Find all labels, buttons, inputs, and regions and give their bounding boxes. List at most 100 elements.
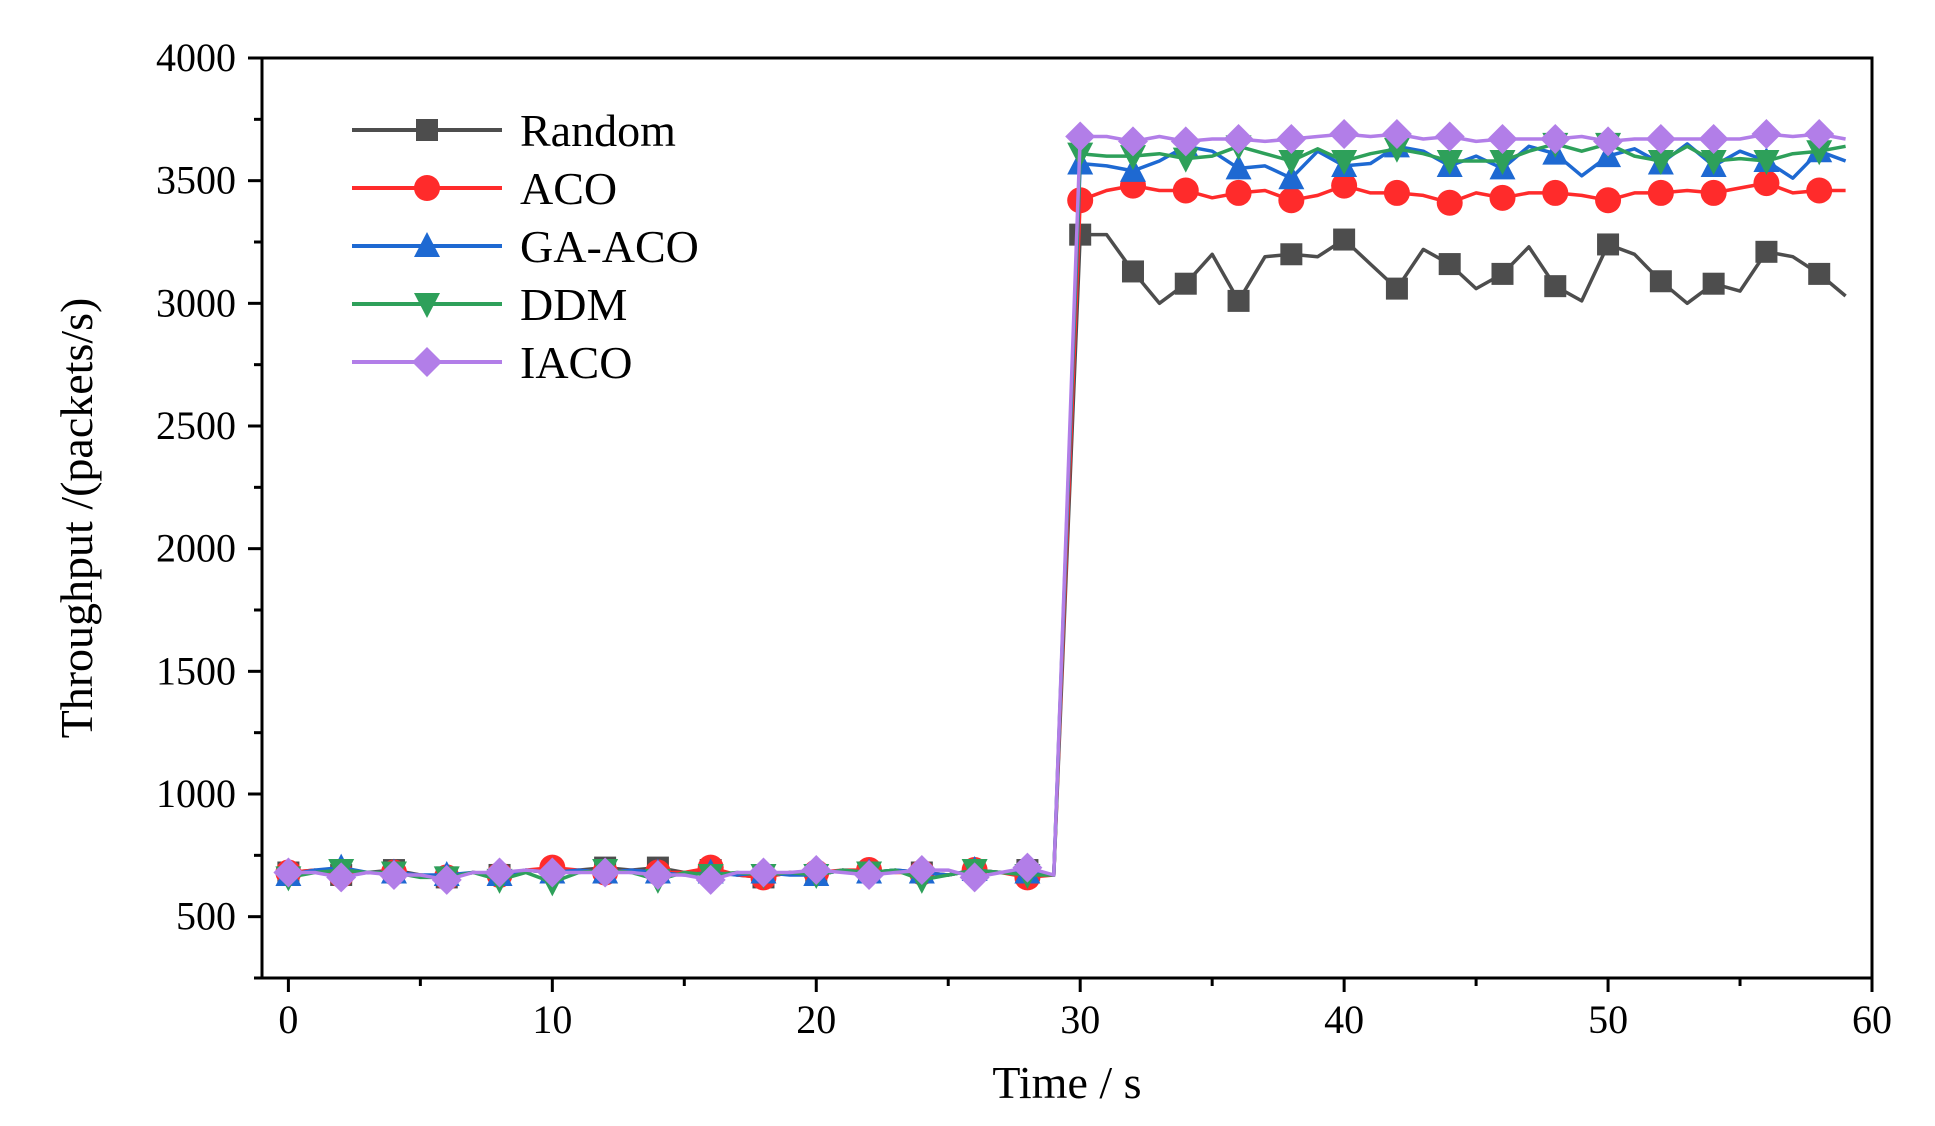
legend-marker-iaco	[412, 347, 442, 377]
data-point-random	[1121, 260, 1144, 283]
data-point-aco	[1383, 179, 1410, 206]
data-point-iaco	[1012, 852, 1043, 883]
data-point-aco	[1806, 177, 1833, 204]
x-axis-title: Time / s	[992, 1057, 1141, 1108]
x-tick-label: 10	[532, 997, 572, 1042]
legend-marker-ddm	[414, 293, 440, 318]
legend-label-aco: ACO	[520, 163, 617, 214]
data-point-iaco	[273, 857, 304, 888]
data-point-random	[1755, 240, 1778, 263]
data-point-iaco	[1223, 123, 1254, 154]
data-point-ddm	[1647, 150, 1674, 176]
data-point-iaco	[537, 857, 568, 888]
legend-label-ga-aco: GA-ACO	[520, 221, 699, 272]
data-point-iaco	[378, 859, 409, 890]
data-point-aco	[1278, 187, 1305, 214]
data-point-iaco	[801, 855, 832, 886]
data-point-iaco	[906, 855, 937, 886]
data-point-ddm	[1753, 150, 1780, 176]
data-point-random	[1385, 277, 1408, 300]
data-point-iaco	[959, 862, 990, 893]
data-point-iaco	[854, 859, 885, 890]
series-layer	[273, 119, 1847, 897]
data-point-ddm	[1700, 150, 1727, 176]
y-tick-label: 2500	[156, 403, 236, 448]
data-point-iaco	[1329, 119, 1360, 150]
data-point-random	[1544, 275, 1567, 298]
data-point-ddm	[1383, 137, 1410, 163]
y-tick-label: 4000	[156, 35, 236, 80]
legend-item-ddm: DDM	[352, 279, 627, 330]
legend-item-ga-aco: GA-ACO	[352, 221, 699, 272]
data-point-ddm	[1278, 150, 1305, 176]
y-axis-title: Throughput /(packets/s)	[51, 298, 102, 739]
legend-label-iaco: IACO	[520, 337, 632, 388]
data-point-iaco	[642, 859, 673, 890]
x-axis: 0 10 20 30 40 50 60	[278, 978, 1892, 1042]
data-point-aco	[1331, 172, 1358, 199]
data-point-iaco	[326, 862, 357, 893]
data-point-ddm	[1806, 140, 1833, 166]
data-point-iaco	[431, 864, 462, 895]
legend-marker-ga-aco	[414, 232, 440, 257]
y-tick-label: 1500	[156, 648, 236, 693]
data-point-ddm	[1489, 150, 1516, 176]
data-point-aco	[1700, 179, 1727, 206]
data-point-random	[1649, 270, 1672, 293]
data-point-iaco	[1698, 123, 1729, 154]
data-point-ddm	[1331, 150, 1358, 176]
data-point-random	[1702, 272, 1725, 295]
data-point-iaco	[1170, 126, 1201, 157]
data-point-iaco	[1540, 123, 1571, 154]
legend-marker-random	[416, 119, 438, 141]
data-point-iaco	[1804, 119, 1835, 150]
y-tick-label: 3500	[156, 158, 236, 203]
data-point-iaco	[590, 857, 621, 888]
legend-item-iaco: IACO	[352, 337, 632, 388]
data-point-random	[1174, 272, 1197, 295]
legend-label-random: Random	[520, 105, 676, 156]
data-point-aco	[1489, 184, 1516, 211]
legend-item-aco: ACO	[352, 163, 617, 214]
y-tick-label: 1000	[156, 771, 236, 816]
x-tick-label: 30	[1060, 997, 1100, 1042]
data-point-ga-aco	[1278, 164, 1305, 190]
data-point-ddm	[1436, 150, 1463, 176]
plot-frame	[260, 56, 1874, 980]
data-point-iaco	[748, 857, 779, 888]
legend: Random ACO GA-ACO DDM IACO	[352, 105, 699, 388]
legend-item-random: Random	[352, 105, 676, 156]
x-tick-label: 20	[796, 997, 836, 1042]
y-tick-label: 3000	[156, 280, 236, 325]
x-tick-label: 0	[278, 997, 298, 1042]
series-iaco	[273, 119, 1846, 895]
data-point-random	[1491, 262, 1514, 285]
x-tick-label: 50	[1588, 997, 1628, 1042]
data-point-iaco	[1434, 121, 1465, 152]
data-point-random	[1280, 243, 1303, 266]
data-point-aco	[1753, 170, 1780, 197]
data-point-aco	[1172, 177, 1199, 204]
data-point-aco	[1595, 187, 1622, 214]
y-tick-label: 2000	[156, 526, 236, 571]
y-axis: 500 1000 1500 2000 2500 3000 3500 4000	[156, 35, 262, 980]
data-point-random	[1333, 228, 1356, 251]
data-point-iaco	[1751, 119, 1782, 150]
data-point-ddm	[1119, 145, 1146, 171]
legend-marker-aco	[414, 175, 440, 201]
legend-label-ddm: DDM	[520, 279, 627, 330]
y-tick-label: 500	[176, 894, 236, 939]
data-point-ddm	[1172, 147, 1199, 173]
x-tick-label: 40	[1324, 997, 1364, 1042]
data-point-iaco	[695, 864, 726, 895]
data-point-iaco	[1593, 126, 1624, 157]
data-point-aco	[1225, 179, 1252, 206]
x-tick-label: 60	[1852, 997, 1892, 1042]
data-point-iaco	[1065, 121, 1096, 152]
data-point-aco	[1647, 179, 1674, 206]
data-point-random	[1808, 262, 1831, 285]
data-point-iaco	[1487, 123, 1518, 154]
data-point-random	[1227, 289, 1250, 312]
